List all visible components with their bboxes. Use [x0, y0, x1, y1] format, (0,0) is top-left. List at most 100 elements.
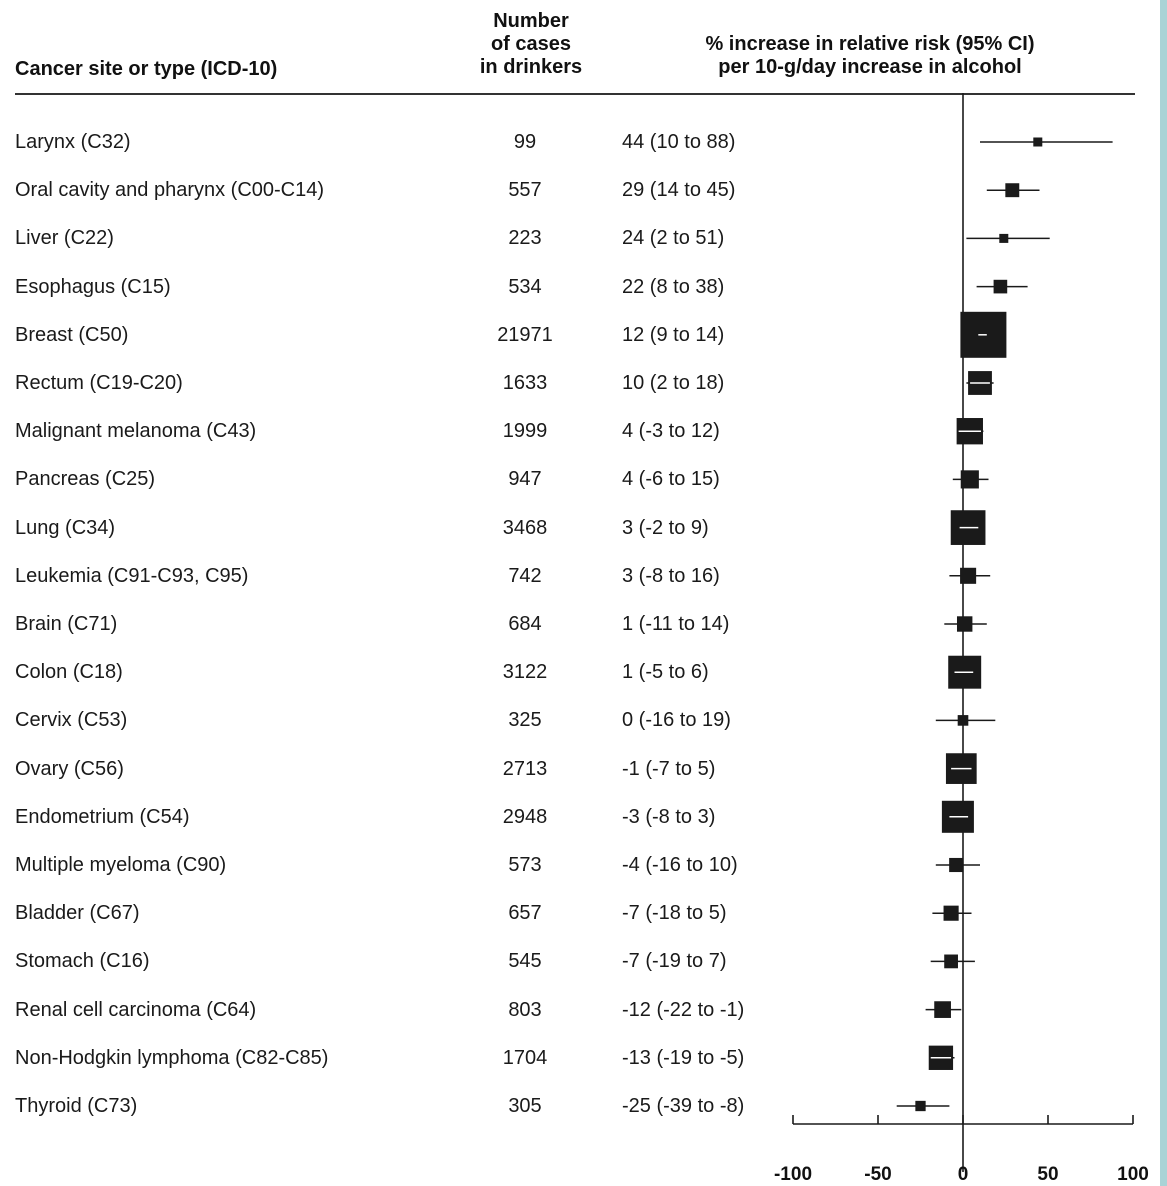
rr-text: 44 (10 to 88)	[622, 131, 736, 153]
site-label: Colon (C18)	[15, 661, 123, 684]
site-label: Multiple myeloma (C90)	[15, 854, 227, 876]
x-tick-label: 100	[1117, 1164, 1149, 1185]
table-row: Oral cavity and pharynx (C00-C14) 557 29 (…	[0, 178, 780, 202]
rr-text: 3 (-8 to 16)	[622, 564, 720, 587]
cases-value: 1633	[502, 372, 548, 394]
header-cases-line1: Number	[493, 10, 569, 32]
point-marker	[960, 470, 979, 489]
table-row: Colon (C18) 3122 1 (-5 to 6)	[0, 660, 780, 684]
site-label: Lung (C34)	[15, 516, 116, 539]
cases-value: 742	[508, 564, 542, 587]
rr-text: 29 (14 to 45)	[622, 179, 736, 202]
header-cases: Number of cases in drinkers	[465, 10, 597, 79]
site-label: Bladder (C67)	[15, 902, 140, 925]
cases-value: 803	[508, 998, 542, 1021]
rr-text: -7 (-19 to 7)	[622, 950, 727, 973]
cases-value: 1704	[502, 1046, 548, 1069]
x-tick-label: 50	[1037, 1164, 1058, 1185]
site-label: Thyroid (C73)	[15, 1095, 138, 1117]
site-label: Leukemia (C91-C93, C95)	[15, 564, 249, 587]
cases-value: 1999	[502, 420, 548, 443]
table-row: Multiple myeloma (C90) 573 -4 (-16 to 10)	[0, 853, 780, 877]
rr-text: -7 (-18 to 5)	[622, 902, 727, 925]
point-marker	[957, 715, 969, 726]
x-tick-label: 0	[958, 1164, 969, 1185]
point-marker	[960, 567, 977, 584]
site-label: Rectum (C19-C20)	[15, 372, 183, 394]
cases-value: 21971	[497, 323, 553, 346]
rr-text: -4 (-16 to 10)	[622, 854, 738, 876]
cases-value: 3122	[502, 661, 548, 684]
table-row: Breast (C50) 21971 12 (9 to 14)	[0, 323, 780, 347]
point-marker	[934, 1001, 951, 1018]
site-label: Oral cavity and pharynx (C00-C14)	[15, 179, 325, 202]
point-marker	[1033, 137, 1043, 147]
table-row: Ovary (C56) 2713 -1 (-7 to 5)	[0, 757, 780, 781]
table-row: Malignant melanoma (C43) 1999 4 (-3 to 12)	[0, 419, 780, 443]
site-label: Stomach (C16)	[15, 950, 150, 973]
point-marker	[999, 233, 1009, 243]
point-marker	[915, 1100, 926, 1112]
rr-text: 3 (-2 to 9)	[622, 516, 709, 539]
rr-text: -13 (-19 to -5)	[622, 1046, 745, 1069]
header-ci: % increase in relative risk (95% CI) per…	[640, 33, 1100, 79]
table-row: Rectum (C19-C20) 1633 10 (2 to 18)	[0, 371, 780, 395]
cases-value: 2948	[502, 805, 548, 828]
cases-value: 573	[508, 854, 542, 876]
site-label: Breast (C50)	[15, 323, 129, 346]
cases-value: 223	[508, 227, 542, 250]
point-marker	[944, 954, 958, 969]
header-rule	[15, 93, 1135, 95]
table-row: Stomach (C16) 545 -7 (-19 to 7)	[0, 949, 780, 973]
cases-value: 99	[513, 131, 537, 153]
site-label: Renal cell carcinoma (C64)	[15, 998, 257, 1021]
table-row: Renal cell carcinoma (C64) 803 -12 (-22 to…	[0, 998, 780, 1022]
table-row: Thyroid (C73) 305 -25 (-39 to -8)	[0, 1094, 780, 1118]
table-row: Esophagus (C15) 534 22 (8 to 38)	[0, 275, 780, 299]
header-cases-line3: in drinkers	[479, 56, 583, 78]
rr-text: 24 (2 to 51)	[622, 227, 725, 250]
table-row: Endometrium (C54) 2948 -3 (-8 to 3)	[0, 805, 780, 829]
header-ci-line1: % increase in relative risk (95% CI)	[705, 33, 1035, 55]
cases-value: 2713	[502, 757, 548, 780]
site-label: Endometrium (C54)	[15, 805, 190, 828]
rr-text: -25 (-39 to -8)	[622, 1095, 745, 1117]
rr-text: 12 (9 to 14)	[622, 323, 725, 346]
table-row: Non-Hodgkin lymphoma (C82-C85) 1704 -13 (-…	[0, 1046, 780, 1070]
site-label: Ovary (C56)	[15, 757, 124, 780]
site-label: Brain (C71)	[15, 613, 118, 635]
rr-text: -1 (-7 to 5)	[622, 757, 716, 780]
rr-text: 4 (-6 to 15)	[622, 468, 720, 491]
table-row: Brain (C71) 684 1 (-11 to 14)	[0, 612, 780, 636]
cases-value: 947	[508, 468, 542, 491]
rr-text: 4 (-3 to 12)	[622, 420, 720, 443]
point-marker	[949, 857, 964, 873]
table-row: Leukemia (C91-C93, C95) 742 3 (-8 to 16)	[0, 564, 780, 588]
cases-value: 684	[508, 613, 542, 635]
rr-text: -12 (-22 to -1)	[622, 998, 745, 1021]
table-row: Pancreas (C25) 947 4 (-6 to 15)	[0, 467, 780, 491]
table-row: Bladder (C67) 657 -7 (-18 to 5)	[0, 901, 780, 925]
rr-text: 0 (-16 to 19)	[622, 709, 731, 732]
rr-text: 22 (8 to 38)	[622, 275, 725, 298]
site-label: Pancreas (C25)	[15, 468, 156, 491]
cases-value: 534	[508, 275, 542, 298]
table-row: Cervix (C53) 325 0 (-16 to 19)	[0, 708, 780, 732]
rr-text: 1 (-11 to 14)	[622, 613, 730, 635]
header-site: Cancer site or type (ICD-10)	[15, 58, 278, 80]
cases-value: 557	[508, 179, 542, 202]
cases-value: 305	[508, 1095, 542, 1117]
header-cases-line2: of cases	[490, 33, 572, 55]
table-row: Lung (C34) 3468 3 (-2 to 9)	[0, 516, 780, 540]
site-label: Esophagus (C15)	[15, 275, 171, 298]
cases-value: 325	[508, 709, 542, 732]
point-marker	[943, 905, 959, 921]
cases-value: 545	[508, 950, 542, 973]
cases-value: 3468	[502, 516, 548, 539]
site-label: Malignant melanoma (C43)	[15, 420, 257, 443]
header-ci-line2: per 10-g/day increase in alcohol	[718, 56, 1022, 78]
point-marker	[1005, 183, 1020, 198]
site-label: Liver (C22)	[15, 227, 114, 250]
point-marker	[956, 616, 973, 632]
